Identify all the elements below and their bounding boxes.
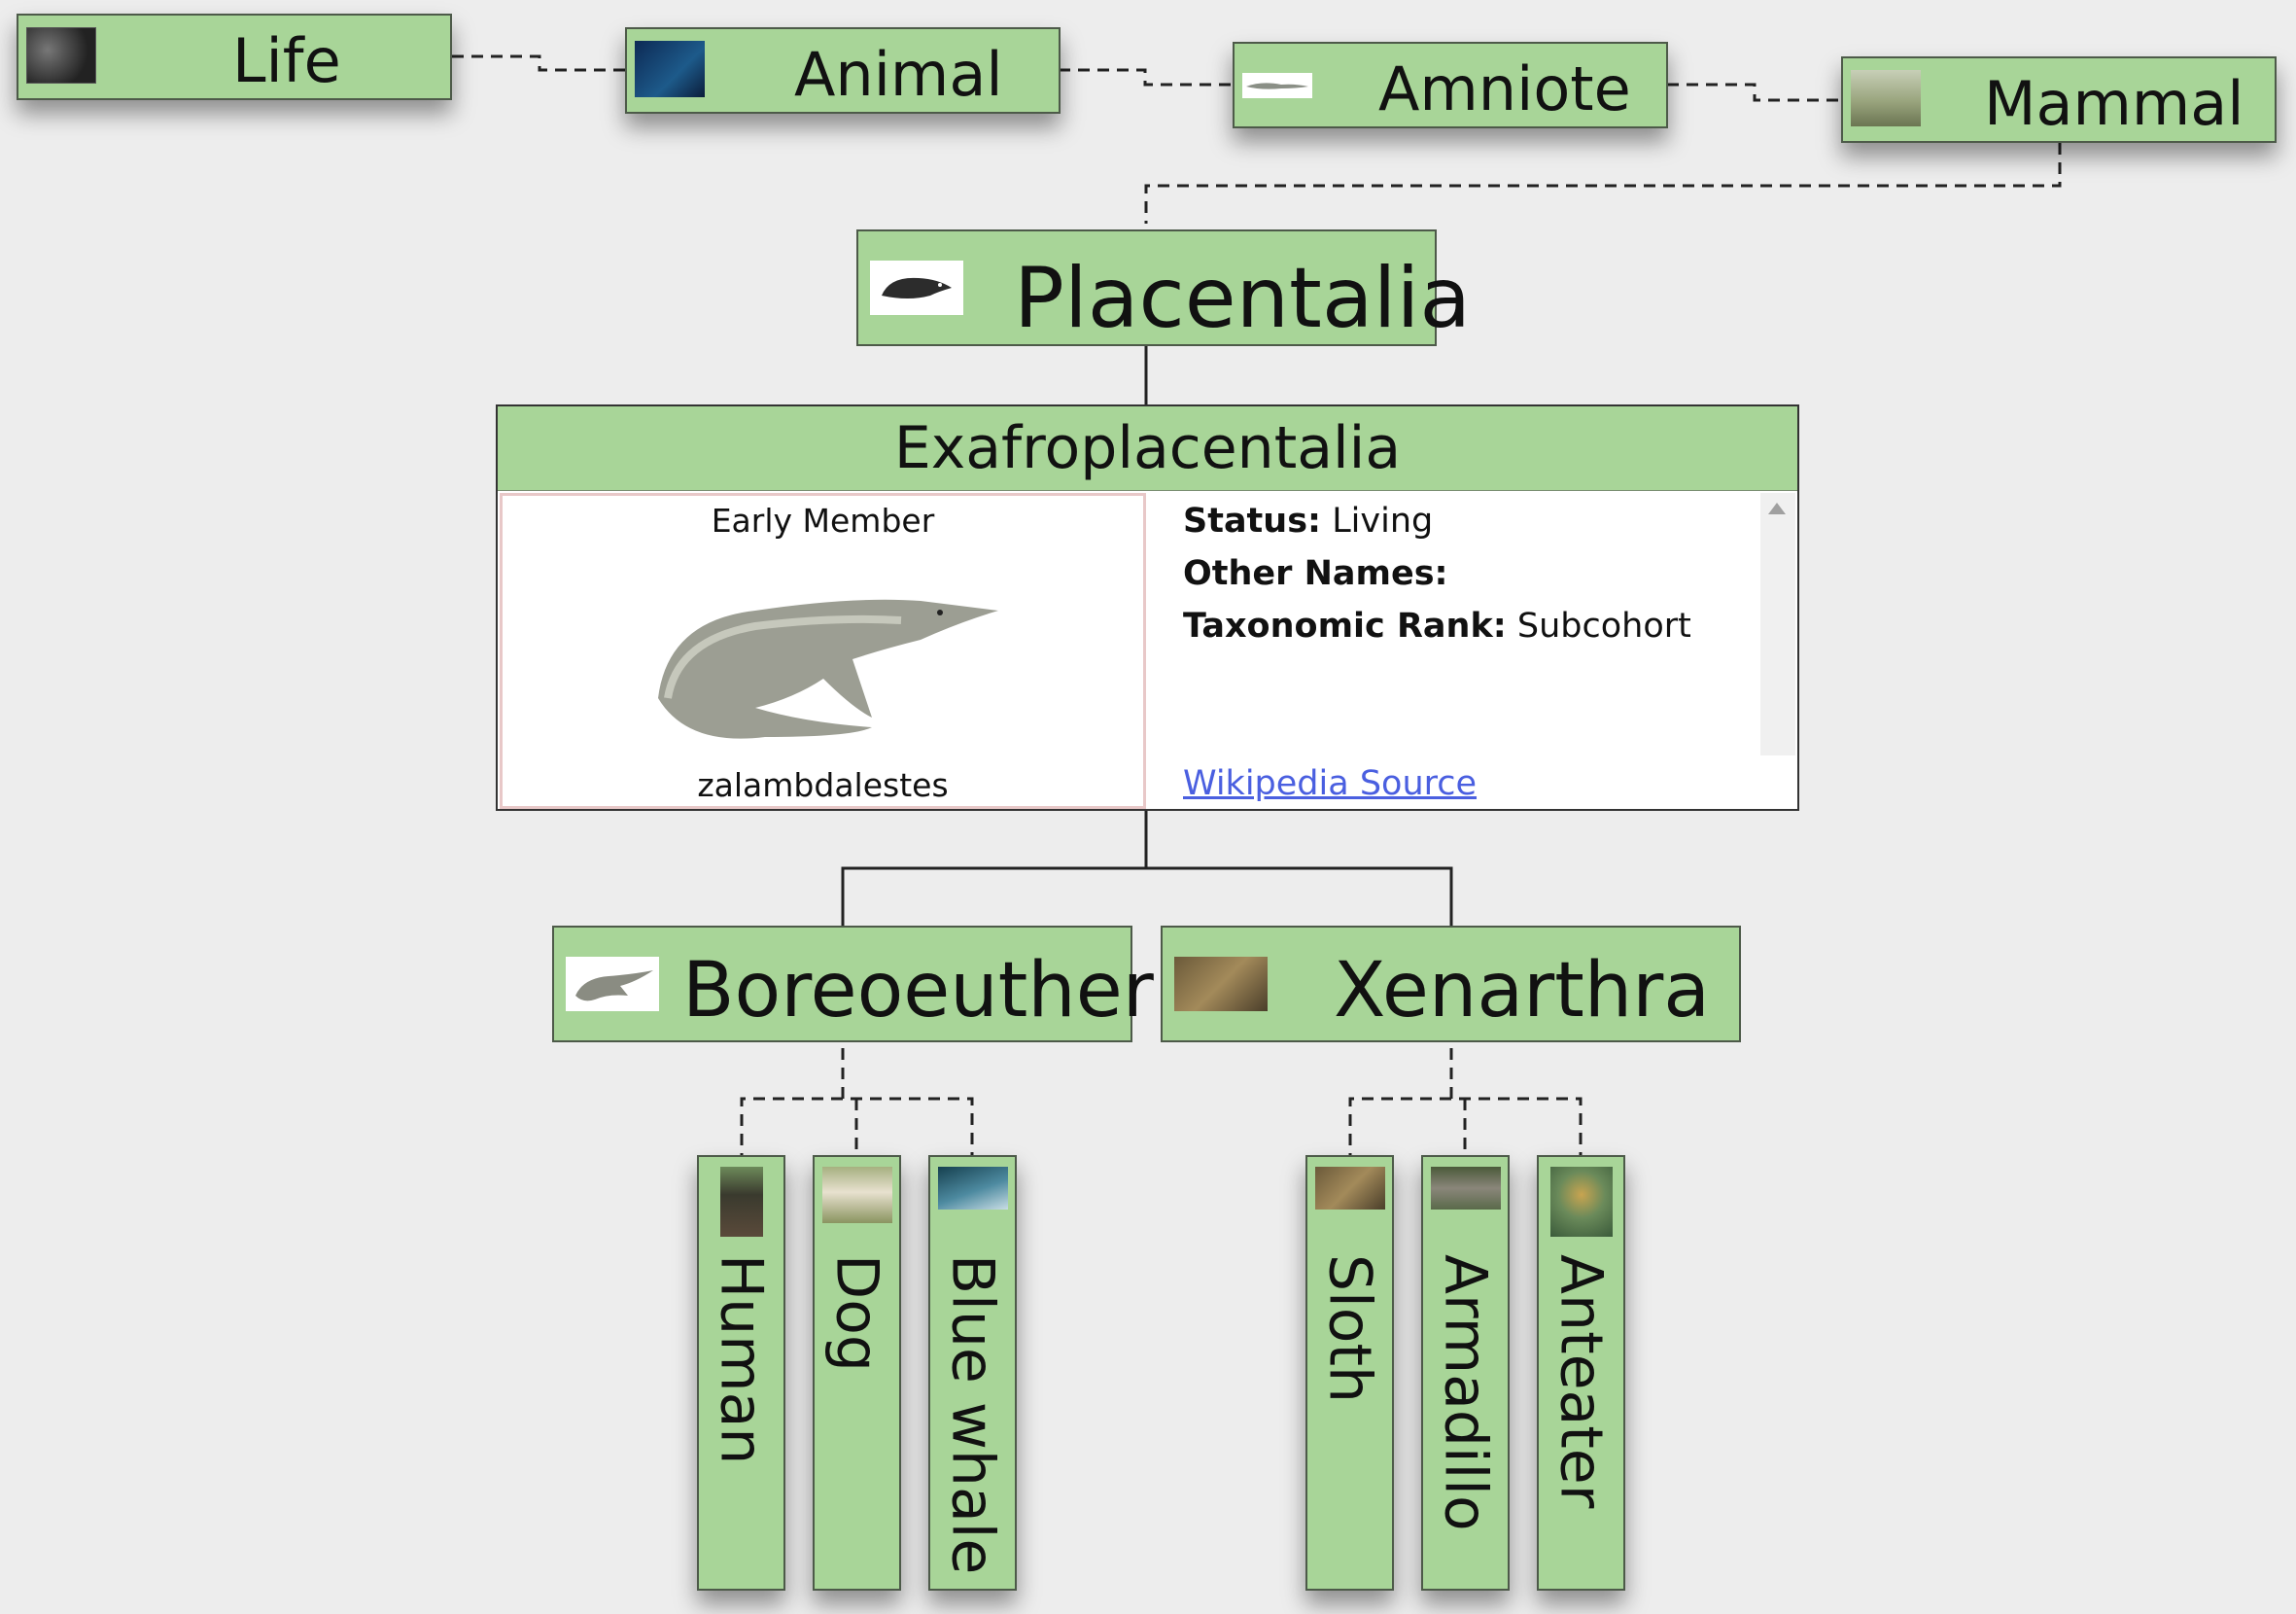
scroll-up-icon[interactable] bbox=[1768, 503, 1786, 514]
leaf-label: Dog bbox=[822, 1254, 891, 1372]
member-caption: Early Member bbox=[711, 502, 935, 540]
zalambdalestes-illustration-icon bbox=[629, 552, 1018, 766]
child-node-xenarthra[interactable]: Xenarthra bbox=[1161, 926, 1741, 1042]
human-icon bbox=[719, 1167, 763, 1237]
anteater-icon bbox=[1549, 1167, 1613, 1237]
leaf-node-dog[interactable]: Dog bbox=[813, 1155, 901, 1591]
ancestor-node-amniote[interactable]: Amniote bbox=[1233, 42, 1668, 128]
dog-icon bbox=[821, 1167, 892, 1223]
child-label: Boreoeutheria bbox=[682, 947, 1222, 1035]
microbe-icon bbox=[26, 27, 96, 84]
rank-row: Taxonomic Rank: Subcohort bbox=[1183, 600, 1757, 652]
sea-creature-icon bbox=[635, 41, 705, 97]
leaf-node-blue-whale[interactable]: Blue whale bbox=[928, 1155, 1017, 1591]
early-member-box: Early Member zalambdalestes bbox=[500, 493, 1146, 809]
ancestor-label: Animal bbox=[794, 39, 1003, 110]
child-label: Xenarthra bbox=[1334, 947, 1711, 1035]
ancestor-node-life[interactable]: Life bbox=[17, 14, 452, 100]
ancestor-label: Life bbox=[232, 25, 341, 96]
leaf-label: Anteater bbox=[1547, 1254, 1616, 1509]
leaf-node-anteater[interactable]: Anteater bbox=[1537, 1155, 1625, 1591]
status-value: Living bbox=[1332, 502, 1434, 541]
shrew-icon bbox=[870, 261, 963, 315]
status-label: Status: bbox=[1183, 502, 1322, 541]
leaf-node-human[interactable]: Human bbox=[697, 1155, 785, 1591]
wikipedia-source-link[interactable]: Wikipedia Source bbox=[1183, 764, 1478, 803]
child-node-boreoeutheria[interactable]: Boreoeutheria bbox=[552, 926, 1221, 1042]
ancestor-node-animal[interactable]: Animal bbox=[625, 27, 1061, 114]
ancestor-node-mammal[interactable]: Mammal bbox=[1841, 56, 2277, 143]
leaf-node-armadillo[interactable]: Armadillo bbox=[1421, 1155, 1510, 1591]
ancestor-label: Mammal bbox=[1984, 68, 2244, 139]
member-name: zalambdalestes bbox=[697, 766, 949, 804]
panel-title: Exafroplacentalia bbox=[498, 406, 1797, 491]
shrew-icon bbox=[566, 957, 659, 1011]
rank-label: Taxonomic Rank: bbox=[1183, 607, 1507, 646]
leaf-label: Blue whale bbox=[938, 1254, 1007, 1575]
parent-label: Placentalia bbox=[1014, 250, 1472, 347]
whale-icon bbox=[937, 1167, 1008, 1210]
armadillo-icon bbox=[1430, 1167, 1501, 1210]
info-scrollbar[interactable] bbox=[1760, 493, 1795, 755]
rank-value: Subcohort bbox=[1516, 607, 1691, 646]
leaf-label: Armadillo bbox=[1431, 1254, 1500, 1531]
leaf-node-sloth[interactable]: Sloth bbox=[1305, 1155, 1394, 1591]
other-names-row: Other Names: bbox=[1183, 547, 1757, 600]
lizard-icon bbox=[1242, 73, 1312, 98]
leaf-label: Human bbox=[707, 1254, 776, 1465]
leaf-label: Sloth bbox=[1315, 1254, 1384, 1404]
ancestor-label: Amniote bbox=[1378, 53, 1631, 124]
status-row: Status: Living bbox=[1183, 495, 1757, 547]
sloth-icon bbox=[1314, 1167, 1385, 1210]
other-names-label: Other Names: bbox=[1183, 554, 1448, 593]
info-section: Status: Living Other Names: Taxonomic Ra… bbox=[1183, 495, 1757, 652]
mammal-icon bbox=[1851, 70, 1921, 126]
selected-node-panel: Exafroplacentalia Early Member zalambdal… bbox=[496, 404, 1799, 811]
sloth-icon bbox=[1174, 957, 1268, 1011]
parent-node-placentalia[interactable]: Placentalia bbox=[856, 229, 1471, 346]
